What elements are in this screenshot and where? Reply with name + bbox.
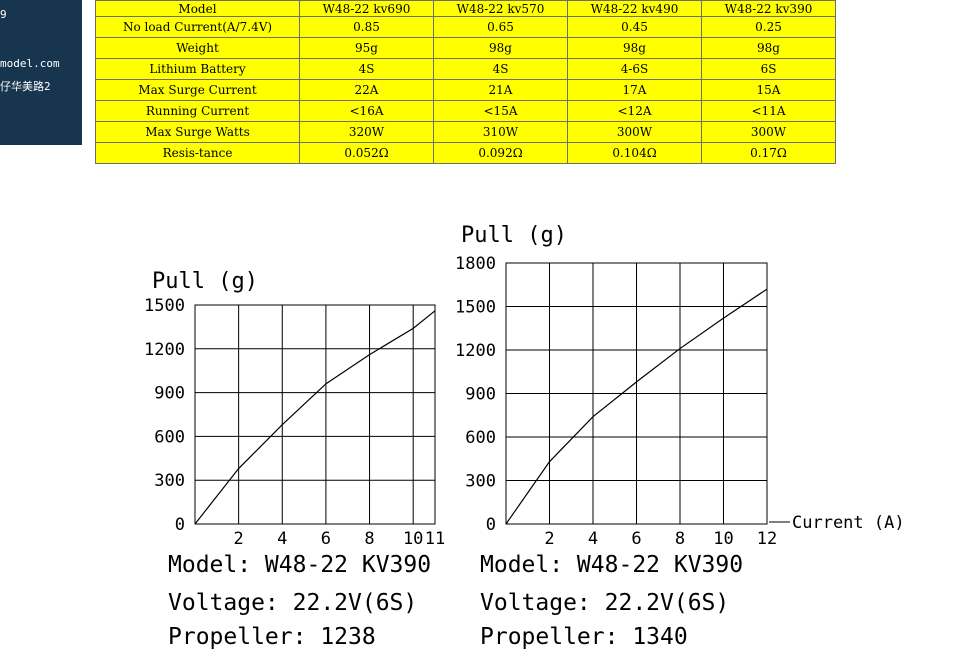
plot-frame — [505, 262, 768, 525]
spec-label-cell: Running Current — [95, 100, 300, 122]
side-panel: 9 model.com 仔华美路2 — [0, 0, 82, 145]
spec-header-cell: W48-22 kv570 — [433, 0, 568, 17]
spec-row: Resis-tance 0.052Ω 0.092Ω 0.104Ω 0.17Ω — [95, 142, 836, 164]
chart-title: Pull (g) — [152, 269, 258, 294]
spec-row: No load Current(A/7.4V) 0.85 0.65 0.45 0.25 — [95, 16, 836, 38]
spec-label-cell: Weight — [95, 37, 300, 59]
spec-value-cell: 0.85 — [299, 16, 434, 38]
chart-title: Pull (g) — [461, 223, 567, 248]
pull-series-line — [194, 310, 436, 525]
spec-value-cell: 320W — [299, 121, 434, 143]
side-panel-text-1: 9 — [0, 8, 7, 21]
x-tick-label: 6 — [631, 529, 641, 549]
spec-value-cell: 17A — [567, 79, 702, 101]
y-tick-label: 300 — [154, 471, 185, 491]
y-tick-label: 1200 — [455, 341, 496, 361]
spec-table: Model W48-22 kv690 W48-22 kv570 W48-22 kv49… — [95, 0, 836, 164]
side-panel-text-3: 仔华美路2 — [0, 80, 51, 93]
spec-label-cell: Max Surge Current — [95, 79, 300, 101]
spec-header-row: Model W48-22 kv690 W48-22 kv570 W48-22 kv49… — [95, 0, 836, 17]
y-tick-label: 600 — [154, 427, 185, 447]
y-tick-label: 1500 — [144, 296, 185, 316]
caption-voltage-1: Voltage: 22.2V(6S) — [168, 590, 418, 616]
x-tick-label: 10 — [403, 529, 423, 549]
spec-value-cell: 0.17Ω — [701, 142, 836, 164]
caption-model-1: Model: W48-22 KV390 — [168, 552, 432, 578]
x-tick-label: 4 — [277, 529, 287, 549]
y-tick-label: 900 — [154, 384, 185, 404]
x-tick-label: 11 — [425, 529, 445, 549]
spec-value-cell: 0.092Ω — [433, 142, 568, 164]
pull-series-line — [505, 288, 768, 525]
spec-value-cell: 4S — [299, 58, 434, 80]
spec-header-cell: W48-22 kv690 — [299, 0, 434, 17]
caption-propeller-2: Propeller: 1340 — [480, 624, 688, 650]
spec-row: Lithium Battery 4S 4S 4-6S 6S — [95, 58, 836, 80]
y-tick-label: 900 — [465, 385, 496, 405]
spec-row: Weight 95g 98g 98g 98g — [95, 37, 836, 59]
spec-header-cell: W48-22 kv390 — [701, 0, 836, 17]
caption-model-2: Model: W48-22 KV390 — [480, 552, 744, 578]
x-tick-label: 6 — [321, 529, 331, 549]
x-tick-label: 12 — [757, 529, 777, 549]
x-tick-label: 4 — [588, 529, 598, 549]
spec-value-cell: 0.052Ω — [299, 142, 434, 164]
spec-header-cell: Model — [95, 0, 300, 17]
y-tick-label: 0 — [175, 515, 185, 535]
spec-label-cell: No load Current(A/7.4V) — [95, 16, 300, 38]
caption-propeller-1: Propeller: 1238 — [168, 624, 376, 650]
spec-label-cell: Max Surge Watts — [95, 121, 300, 143]
spec-row: Max Surge Current 22A 21A 17A 15A — [95, 79, 836, 101]
plot-frame — [194, 304, 436, 525]
spec-label-cell: Resis-tance — [95, 142, 300, 164]
side-panel-text-2: model.com — [0, 57, 60, 70]
caption-voltage-2: Voltage: 22.2V(6S) — [480, 590, 730, 616]
y-tick-label: 1500 — [455, 298, 496, 318]
x-tick-label: 2 — [234, 529, 244, 549]
x-axis-label: Current (A) — [792, 513, 905, 533]
spec-row: Running Current <16A <15A <12A <11A — [95, 100, 836, 122]
x-tick-label: 10 — [713, 529, 733, 549]
spec-label-cell: Lithium Battery — [95, 58, 300, 80]
x-tick-label: 2 — [544, 529, 554, 549]
x-tick-label: 8 — [364, 529, 374, 549]
y-tick-label: 1800 — [455, 254, 496, 274]
spec-value-cell: 98g — [701, 37, 836, 59]
x-tick-label: 8 — [675, 529, 685, 549]
y-tick-label: 300 — [465, 472, 496, 492]
y-tick-label: 600 — [465, 428, 496, 448]
y-tick-label: 0 — [486, 515, 496, 535]
y-tick-label: 1200 — [144, 340, 185, 360]
